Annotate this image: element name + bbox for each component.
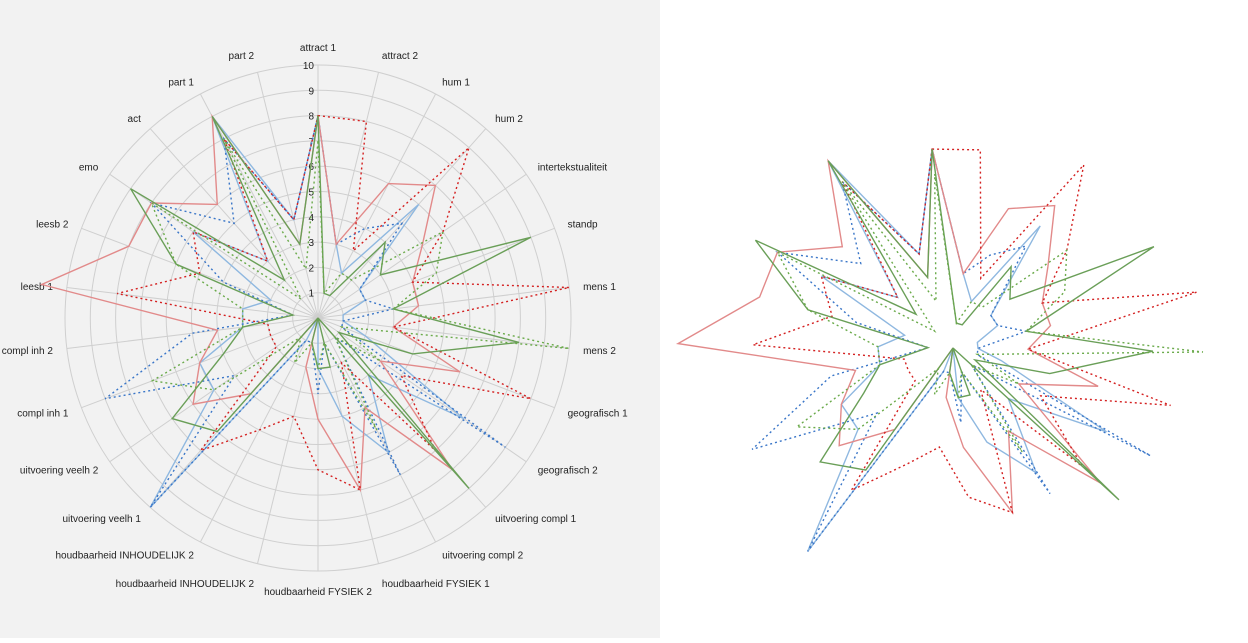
- axis-label: houdbaarheid INHOUDELIJK 2: [116, 579, 255, 590]
- grid-spoke: [317, 317, 527, 463]
- radar-series: [675, 148, 1204, 552]
- series-line-blue-dotted: [104, 115, 506, 508]
- axis-label: compl inh 1: [17, 409, 69, 420]
- chart-panel-right: [664, 0, 1248, 638]
- series-line-red: [39, 113, 461, 493]
- radar-series: [39, 113, 570, 508]
- axis-label: uitvoering veelh 1: [63, 514, 142, 525]
- tick-label: 5: [308, 188, 314, 199]
- axis-label: houdbaarheid FYSIEK 1: [382, 579, 490, 590]
- grid-spoke: [317, 317, 570, 349]
- grid-spoke: [109, 173, 319, 319]
- axis-label: uitvoering compl 1: [495, 514, 577, 525]
- axis-label: uitvoering veelh 2: [20, 466, 99, 477]
- axis-label: uitvoering compl 2: [442, 550, 524, 561]
- grid-spoke: [66, 317, 319, 349]
- series-line-green: [754, 148, 1155, 501]
- axis-label: compl inh 2: [2, 346, 54, 357]
- axis-label: geografisch 2: [538, 466, 598, 477]
- axis-label: hum 1: [442, 78, 470, 89]
- series-line-blue-dotted: [751, 148, 1151, 552]
- series-line-green-dotted: [149, 138, 570, 431]
- series-line-blue: [149, 115, 465, 508]
- grid-spoke: [199, 93, 319, 319]
- series-line-red-dotted: [116, 114, 570, 492]
- tick-label: 4: [308, 213, 314, 224]
- radar-axis-labels: attract 1 attract 2 hum 1 hum 2 intertekstua…: [2, 43, 628, 598]
- axis-label: attract 1: [300, 43, 337, 54]
- series-line-blue: [807, 148, 1107, 552]
- grid-spoke: [257, 72, 319, 319]
- grid-spoke: [317, 317, 555, 409]
- axis-label: standp: [568, 219, 598, 230]
- grid-spoke: [317, 72, 379, 319]
- tick-label: 1: [308, 289, 314, 300]
- axis-label: act: [128, 114, 142, 125]
- axis-label: part 1: [168, 78, 194, 89]
- tick-label: 8: [308, 112, 314, 123]
- axis-label: intertekstualiteit: [538, 162, 608, 173]
- series-line-green-dotted: [775, 173, 1204, 453]
- series-line-red-dotted: [752, 148, 1197, 514]
- tick-label: 10: [303, 61, 315, 72]
- tick-label: 9: [308, 86, 314, 97]
- tick-label: 2: [308, 263, 314, 274]
- axis-label: houdbaarheid FYSIEK 2: [264, 587, 372, 598]
- grid-spoke: [317, 93, 437, 319]
- axis-label: attract 2: [382, 51, 419, 62]
- axis-label: mens 2: [583, 346, 616, 357]
- axis-label: hum 2: [495, 114, 523, 125]
- tick-label: 6: [308, 162, 314, 173]
- axis-label: mens 1: [583, 282, 616, 293]
- axis-label: emo: [79, 162, 99, 173]
- axis-label: houdbaarheid INHOUDELIJK 2: [55, 550, 194, 561]
- series-line-red: [675, 148, 1102, 515]
- grid-spoke: [317, 287, 570, 319]
- tick-label: 3: [308, 238, 314, 249]
- grid-spoke: [66, 287, 319, 319]
- axis-label: leesb 1: [21, 282, 54, 293]
- axis-label: leesb 2: [36, 219, 69, 230]
- radar-chart-lines-only: [675, 148, 1204, 552]
- axis-label: part 2: [229, 51, 255, 62]
- chart-panel-left: 1 2 3 4 5 6 7 8 9 10 attract 1 attract 2 hum 1 hum 2…: [0, 0, 660, 638]
- axis-label: geografisch 1: [568, 409, 628, 420]
